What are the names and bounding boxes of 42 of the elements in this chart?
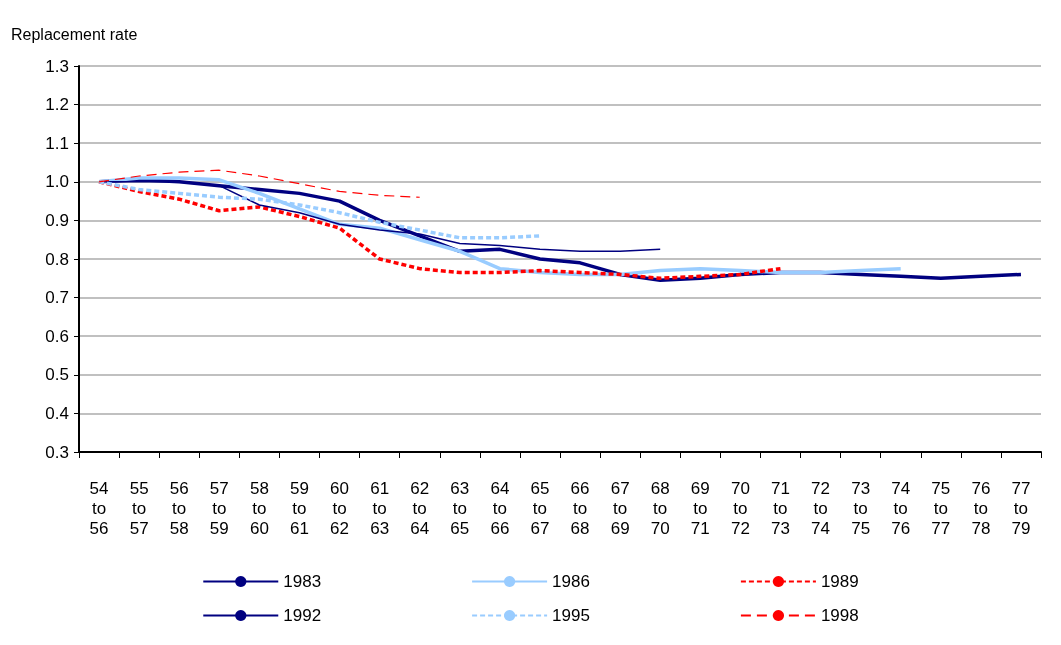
x-tick-label: 58 to 60 xyxy=(249,478,269,538)
x-tick-label: 66 to 68 xyxy=(570,478,590,538)
x-tick-label: 76 to 78 xyxy=(971,478,991,538)
x-tick-label: 61 to 63 xyxy=(370,478,390,538)
y-tick-label: 0.6 xyxy=(45,326,69,346)
y-tick-label: 0.4 xyxy=(45,403,69,423)
y-tick-label: 1.2 xyxy=(45,95,69,115)
x-tick-label: 74 to 76 xyxy=(891,478,911,538)
x-tick-label: 65 to 67 xyxy=(530,478,550,538)
x-tick-label: 63 to 65 xyxy=(450,478,470,538)
y-tick-label: 0.5 xyxy=(45,365,69,385)
x-tick-label: 67 to 69 xyxy=(610,478,630,538)
x-tick-label: 70 to 72 xyxy=(730,478,750,538)
legend-label: 1992 xyxy=(283,606,322,625)
legend-label: 1983 xyxy=(283,572,322,591)
x-tick-label: 75 to 77 xyxy=(931,478,951,538)
x-tick-label: 72 to 74 xyxy=(811,478,830,538)
x-tick-label: 71 to 73 xyxy=(771,478,790,538)
x-tick-label: 64 to 66 xyxy=(490,478,510,538)
legend-label: 1998 xyxy=(820,606,859,625)
x-tick-label: 56 to 58 xyxy=(169,478,189,538)
x-tick-label: 62 to 64 xyxy=(410,478,430,538)
x-tick-label: 60 to 62 xyxy=(330,478,349,538)
y-tick-label: 0.8 xyxy=(45,249,69,269)
x-tick-label: 54 to 56 xyxy=(89,478,109,538)
y-tick-label: 1.0 xyxy=(45,172,69,192)
x-tick-label: 73 to 75 xyxy=(851,478,871,538)
legend-label: 1986 xyxy=(552,572,590,591)
x-tick-label: 59 to 61 xyxy=(290,478,309,538)
legend-label: 1995 xyxy=(552,606,590,625)
y-tick-label: 1.1 xyxy=(45,133,69,153)
x-tick-label: 55 to 57 xyxy=(129,478,149,538)
x-tick-label: 68 to 70 xyxy=(650,478,670,538)
x-tick-label: 57 to 59 xyxy=(209,478,229,538)
x-tick-label: 69 to 71 xyxy=(690,478,710,538)
y-tick-label: 1.3 xyxy=(45,56,69,76)
y-tick-label: 0.9 xyxy=(45,210,69,230)
y-tick-label: 0.3 xyxy=(45,442,69,462)
legend-label: 1989 xyxy=(820,572,859,591)
y-axis-title: Replacement rate xyxy=(11,25,138,43)
y-tick-label: 0.7 xyxy=(45,288,69,308)
x-tick-label: 77 to 79 xyxy=(1011,478,1031,538)
